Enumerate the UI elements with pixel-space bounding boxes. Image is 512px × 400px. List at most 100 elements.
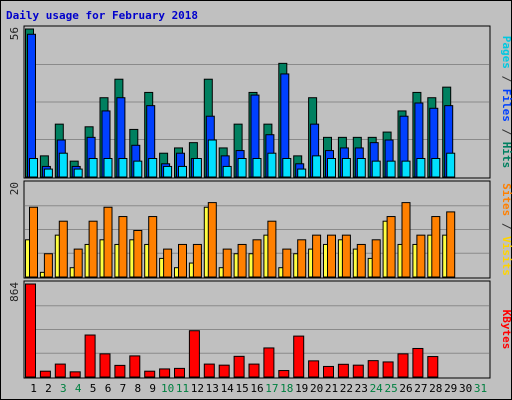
bar-sites-day-10: [163, 248, 173, 278]
x-tick-day-6: 6: [105, 382, 112, 395]
bar-pages-day-22: [341, 158, 351, 178]
bar-kbytes-day-25: [382, 361, 394, 378]
bar-kbytes-day-5: [84, 334, 96, 378]
bar-pages-day-10: [163, 165, 173, 178]
bar-kbytes-day-7: [114, 364, 126, 378]
side-legend: KBytes: [500, 310, 512, 350]
side-legend-part: /: [500, 69, 512, 89]
bar-pages-day-28: [431, 158, 441, 178]
series-kbytes: [25, 283, 439, 378]
bar-sites-day-4: [73, 248, 83, 278]
panel-hits_files_pages: 56 Pages / Files / Hits: [8, 25, 512, 179]
x-tick-day-25: 25: [384, 382, 397, 395]
bar-kbytes-day-27: [412, 347, 424, 378]
side-legend-part: Visits: [500, 236, 512, 276]
bar-pages-day-6: [103, 158, 113, 178]
bar-kbytes-day-18: [278, 370, 290, 378]
x-tick-day-23: 23: [355, 382, 368, 395]
bar-sites-day-1: [29, 206, 38, 278]
bar-sites-day-16: [252, 239, 262, 278]
bar-kbytes-day-20: [308, 360, 320, 378]
bar-pages-day-12: [192, 158, 202, 178]
bar-sites-day-5: [88, 220, 98, 278]
bar-sites-day-6: [103, 206, 113, 278]
x-tick-day-1: 1: [30, 382, 37, 395]
panel-visits_sites: 20 Sites / Visits: [8, 180, 512, 279]
bar-pages-day-29: [446, 152, 456, 178]
x-tick-day-2: 2: [45, 382, 52, 395]
bar-pages-day-8: [133, 160, 143, 178]
bar-kbytes-day-10: [159, 368, 171, 378]
bar-kbytes-day-4: [69, 371, 81, 378]
side-legend-part: Pages: [500, 36, 512, 69]
x-tick-day-29: 29: [444, 382, 457, 395]
x-axis-day-labels: 1 2 3 4 5 6 7 8 9 10 11 12 13 14 15 16 17 18 19 20 21 22 23 24 2…: [30, 382, 487, 395]
bar-sites-day-24: [371, 239, 381, 278]
x-tick-day-9: 9: [149, 382, 156, 395]
bar-pages-day-11: [178, 165, 187, 178]
bar-sites-day-13: [207, 202, 217, 278]
side-legend-part: Sites: [500, 183, 512, 216]
bar-pages-day-26: [401, 160, 411, 178]
bar-sites-day-19: [297, 239, 307, 278]
bar-sites-day-25: [386, 216, 396, 278]
bar-kbytes-day-23: [352, 364, 364, 378]
bar-sites-day-12: [192, 243, 202, 278]
bar-pages-day-18: [282, 158, 292, 178]
bar-pages-day-14: [222, 165, 232, 178]
x-tick-day-28: 28: [429, 382, 442, 395]
side-legend-part: /: [500, 122, 512, 142]
bar-pages-day-16: [252, 158, 262, 178]
bar-kbytes-day-13: [203, 363, 215, 378]
panel-kbytes: 864 KBytes: [8, 280, 512, 379]
bar-pages-day-4: [73, 168, 83, 178]
bar-kbytes-day-24: [367, 360, 379, 378]
bar-sites-day-18: [282, 248, 292, 278]
bar-pages-day-19: [297, 168, 307, 178]
bar-files-day-1: [27, 33, 36, 178]
x-tick-day-3: 3: [60, 382, 67, 395]
x-tick-day-20: 20: [310, 382, 323, 395]
bar-sites-day-11: [178, 243, 187, 278]
bar-pages-day-15: [237, 158, 247, 178]
bar-pages-day-24: [371, 160, 381, 178]
x-tick-day-8: 8: [134, 382, 141, 395]
chart-panels: 56 Pages / Files / Hits 20 Sites / Visits 86…: [8, 25, 512, 379]
series-pages: [29, 139, 456, 178]
bar-kbytes-day-11: [174, 367, 185, 378]
side-legend: Sites / Visits: [500, 183, 512, 276]
x-tick-day-17: 17: [265, 382, 278, 395]
x-tick-day-31: 31: [474, 382, 487, 395]
bar-pages-day-27: [416, 158, 426, 178]
bar-pages-day-2: [43, 168, 53, 178]
bar-pages-day-21: [327, 158, 336, 178]
bar-kbytes-day-14: [218, 364, 230, 378]
bar-sites-day-15: [237, 243, 247, 278]
bar-pages-day-9: [148, 158, 158, 178]
bar-pages-day-13: [207, 139, 217, 178]
x-tick-day-11: 11: [176, 382, 189, 395]
y-max-label: 20: [8, 182, 21, 195]
bar-kbytes-day-21: [323, 365, 334, 378]
x-tick-day-19: 19: [295, 382, 308, 395]
bar-sites-day-27: [416, 234, 426, 278]
x-tick-day-14: 14: [221, 382, 235, 395]
x-tick-day-22: 22: [340, 382, 353, 395]
x-tick-day-5: 5: [90, 382, 97, 395]
x-tick-day-13: 13: [206, 382, 219, 395]
x-tick-day-26: 26: [399, 382, 412, 395]
bar-sites-day-23: [356, 243, 366, 278]
bar-sites-day-20: [312, 234, 322, 278]
y-max-label: 56: [8, 27, 21, 40]
bar-kbytes-day-26: [397, 353, 409, 378]
bar-pages-day-1: [29, 158, 38, 178]
bar-pages-day-20: [312, 155, 322, 178]
bar-sites-day-14: [222, 248, 232, 278]
bar-kbytes-day-19: [293, 335, 305, 378]
x-tick-day-30: 30: [459, 382, 472, 395]
y-max-label: 864: [8, 282, 21, 302]
bar-sites-day-8: [133, 230, 143, 278]
x-tick-day-4: 4: [75, 382, 82, 395]
x-tick-day-18: 18: [280, 382, 293, 395]
